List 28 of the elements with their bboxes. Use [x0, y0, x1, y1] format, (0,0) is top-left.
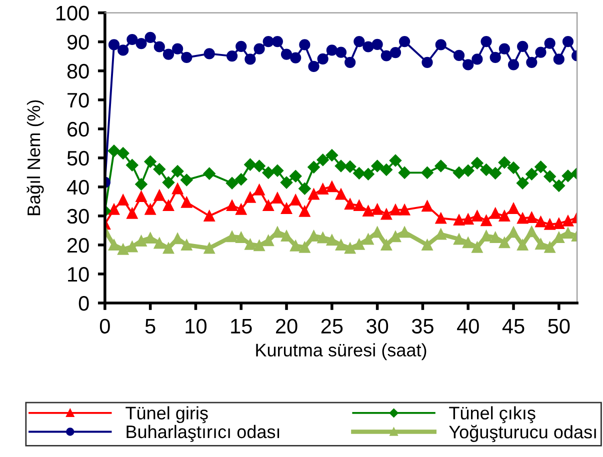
x-tick-label: 15 — [231, 319, 252, 334]
x-tick-label: 30 — [366, 318, 388, 334]
legend-label: Tünel giriş — [126, 406, 208, 424]
y-tick-label: 90 — [67, 34, 89, 50]
y-tick-label: 100 — [56, 6, 89, 21]
y-axis-title: Bağıl Nem (%) — [26, 100, 44, 216]
y-tick-label: 40 — [66, 180, 89, 195]
y-tick-label: 20 — [68, 238, 89, 253]
y-tick-label: 60 — [68, 122, 89, 137]
x-tick-label: 0 — [100, 318, 110, 334]
x-tick-label: 20 — [276, 318, 298, 334]
x-tick-label: 35 — [412, 318, 434, 334]
x-tick-label: 50 — [548, 318, 570, 334]
y-tick-label: 30 — [67, 208, 89, 224]
y-tick-label: 0 — [78, 296, 89, 311]
y-tick-label: 10 — [68, 266, 89, 282]
y-tick-label: 70 — [68, 92, 89, 108]
legend-label: Buharlaştırıcı odası — [126, 424, 280, 442]
legend-label: Yoğuşturucu odası — [449, 424, 596, 442]
y-tick-label: 80 — [67, 64, 89, 79]
legend-label: Tünel çıkış — [449, 406, 536, 424]
y-tick-label: 50 — [67, 150, 89, 166]
x-tick-label: 40 — [457, 318, 479, 334]
x-tick-label: 10 — [186, 318, 206, 334]
x-tick-label: 25 — [321, 318, 343, 334]
x-tick-label: 45 — [502, 319, 524, 334]
x-tick-label: 5 — [145, 319, 156, 334]
x-axis-title: Kurutma süresi (saat) — [256, 343, 426, 360]
